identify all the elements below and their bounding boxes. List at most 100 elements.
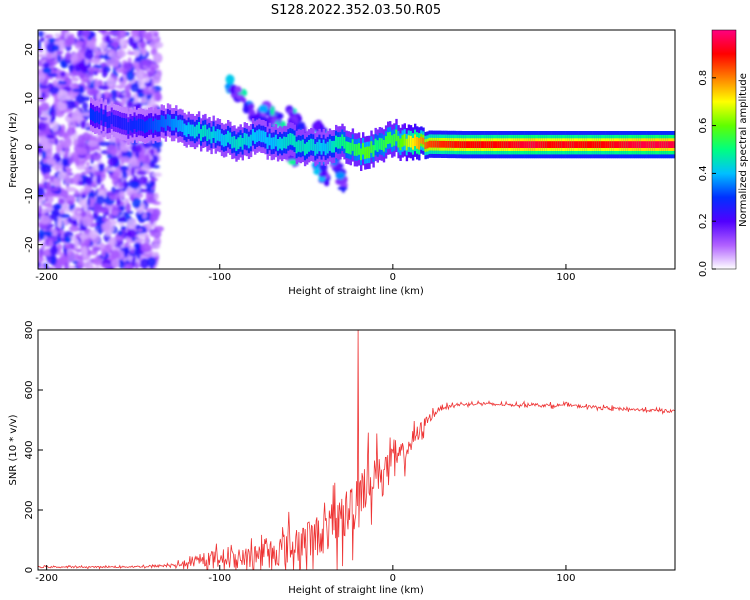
- heatmap-blob: [59, 213, 71, 219]
- snr-background: [38, 330, 675, 570]
- heatmap-ridge-cell: [364, 147, 367, 159]
- heatmap-ridge-cell: [256, 130, 259, 143]
- heatmap-blob: [54, 33, 61, 38]
- x-tick-label: -200: [35, 573, 58, 584]
- heatmap-blob: [144, 142, 152, 148]
- heatmap-ridge-cell: [488, 141, 492, 148]
- heatmap-ridge-cell: [295, 141, 298, 154]
- x-tick-label: -100: [208, 573, 231, 584]
- heatmap-ridge-cell: [204, 124, 207, 137]
- heatmap-blob: [98, 163, 105, 172]
- heatmap-blob: [82, 102, 89, 111]
- heatmap-blob: [119, 165, 129, 171]
- heatmap-ridge-cell: [133, 117, 136, 129]
- heatmap-branch-blob: [288, 159, 298, 165]
- heatmap-ridge-cell: [652, 141, 656, 148]
- heatmap-ridge-cell: [468, 141, 471, 148]
- heatmap-blob: [126, 218, 137, 230]
- heatmap-ridge-cell: [135, 120, 138, 133]
- heatmap-ridge-cell: [397, 135, 400, 148]
- heatmap-blob: [57, 54, 61, 63]
- heatmap-blob: [76, 260, 85, 269]
- heatmap-ridge-cell: [490, 141, 494, 148]
- heatmap-blob: [56, 243, 63, 250]
- heatmap-blob: [55, 162, 60, 172]
- heatmap-ridge-cell: [241, 138, 244, 150]
- heatmap-ridge-cell: [274, 134, 278, 147]
- colorbar-tick-label: 0.8: [698, 70, 709, 86]
- heatmap-ridge-cell: [455, 141, 458, 148]
- heatmap-ridge-cell: [312, 139, 315, 151]
- heatmap-ridge-cell: [276, 139, 280, 151]
- heatmap-blob: [42, 67, 52, 74]
- heatmap-ridge-cell: [511, 141, 514, 148]
- heatmap-blob: [76, 165, 87, 171]
- heatmap-blob: [93, 170, 103, 176]
- heatmap-blob: [154, 192, 159, 201]
- heatmap-blob: [44, 34, 50, 39]
- heatmap-ridge-cell: [96, 110, 99, 123]
- heatmap-blob: [38, 59, 43, 67]
- heatmap-blob: [81, 193, 87, 200]
- heatmap-ridge-cell: [650, 141, 654, 148]
- heatmap-branch-blob: [324, 180, 330, 187]
- heatmap-blob: [111, 156, 119, 166]
- heatmap-ridge-cell: [374, 138, 377, 151]
- heatmap-ridge-cell: [123, 118, 126, 130]
- heatmap-ridge-cell: [200, 129, 203, 141]
- heatmap-ridge-cell: [669, 141, 672, 148]
- heatmap-blob: [88, 229, 98, 240]
- heatmap-ridge-cell: [202, 125, 205, 138]
- heatmap-blob: [38, 144, 43, 154]
- heatmap-ridge-cell: [563, 141, 566, 148]
- heatmap-ridge-cell: [143, 121, 147, 134]
- heatmap-blob: [140, 96, 148, 104]
- heatmap-ridge-cell: [137, 118, 141, 131]
- heatmap-blob: [62, 132, 68, 139]
- heatmap-ridge-cell: [499, 141, 502, 148]
- heatmap-blob: [145, 191, 149, 203]
- heatmap-ridge-cell: [322, 139, 325, 152]
- heatmap-ridge-cell: [148, 118, 151, 131]
- heatmap-ridge-cell: [362, 142, 365, 155]
- heatmap-ridge-cell: [434, 140, 438, 148]
- heatmap-blob: [59, 71, 66, 78]
- heatmap-blob: [106, 193, 117, 197]
- heatmap-ridge-cell: [287, 134, 290, 146]
- heatmap-blob: [101, 263, 113, 269]
- heatmap-blob: [110, 56, 120, 68]
- heatmap-ridge-cell: [492, 141, 496, 148]
- heatmap-blob: [119, 37, 125, 48]
- heatmap-ridge-cell: [216, 129, 219, 141]
- heatmap-ridge-cell: [264, 131, 267, 144]
- heatmap-ridge-cell: [164, 119, 168, 131]
- heatmap-ridge-cell: [565, 141, 568, 148]
- heatmap-blob: [76, 147, 88, 156]
- heatmap-blob: [98, 225, 102, 236]
- heatmap-blob: [156, 147, 161, 153]
- heatmap-blob: [49, 256, 57, 266]
- heatmap-ridge-cell: [189, 124, 192, 137]
- heatmap-blob: [39, 102, 50, 112]
- heatmap-ridge-cell: [179, 119, 182, 132]
- heatmap-blob: [76, 210, 82, 214]
- heatmap-blob: [130, 166, 135, 177]
- heatmap-ridge-cell: [584, 141, 587, 148]
- heatmap-ridge-cell: [497, 141, 500, 148]
- heatmap-branch-blob: [258, 104, 269, 114]
- heatmap-ridge-cell: [607, 141, 610, 148]
- heatmap-ridge-cell: [646, 141, 649, 148]
- heatmap-blob: [122, 170, 128, 181]
- heatmap-ridge-cell: [310, 138, 313, 151]
- snr-y-ticks: 0 200 400 600 800: [24, 320, 43, 573]
- heatmap-ridge-cell: [540, 141, 544, 148]
- heatmap-blob: [85, 177, 93, 186]
- heatmap-blob: [57, 219, 63, 228]
- heatmap-ridge-cell: [648, 141, 652, 148]
- heatmap-ridge-cell: [227, 130, 230, 143]
- heatmap-blob: [111, 209, 120, 216]
- heatmap-ridge-cell: [443, 140, 446, 148]
- heatmap-blob: [59, 255, 68, 263]
- heatmap-blob: [81, 211, 87, 218]
- heatmap-ridge-cell: [326, 141, 330, 154]
